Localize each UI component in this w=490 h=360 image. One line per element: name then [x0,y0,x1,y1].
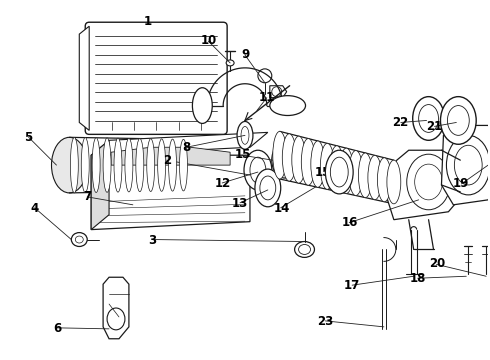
Ellipse shape [391,170,407,196]
Text: 5: 5 [24,131,33,144]
Polygon shape [91,140,109,230]
Ellipse shape [418,105,439,132]
Ellipse shape [294,242,315,257]
Text: 10: 10 [200,34,217,47]
Ellipse shape [349,150,363,195]
Polygon shape [441,125,490,205]
Ellipse shape [311,141,325,187]
Text: 17: 17 [344,279,360,292]
Ellipse shape [181,191,192,199]
Ellipse shape [136,139,144,192]
Ellipse shape [272,142,297,178]
Ellipse shape [72,233,87,247]
Ellipse shape [446,135,490,195]
Ellipse shape [387,160,401,204]
Polygon shape [387,150,460,220]
Text: 16: 16 [342,216,358,229]
Ellipse shape [255,169,281,207]
Text: 15: 15 [234,148,251,162]
Text: 7: 7 [83,190,91,203]
Ellipse shape [330,157,348,187]
Polygon shape [103,277,129,339]
Ellipse shape [330,146,343,192]
Ellipse shape [125,138,133,192]
Ellipse shape [51,137,87,193]
Ellipse shape [241,126,249,144]
Text: 1: 1 [144,14,152,27]
Ellipse shape [139,194,167,216]
Text: 14: 14 [273,202,290,215]
Text: 18: 18 [410,272,426,285]
Polygon shape [91,155,250,230]
Text: 8: 8 [183,141,191,154]
Ellipse shape [158,139,166,191]
Ellipse shape [447,105,469,135]
Text: 21: 21 [426,120,443,133]
Ellipse shape [71,137,78,193]
Ellipse shape [147,139,155,192]
Text: 6: 6 [54,322,62,335]
Ellipse shape [258,69,272,83]
Ellipse shape [386,163,412,203]
Ellipse shape [244,150,272,190]
Text: 3: 3 [148,234,157,247]
Ellipse shape [226,60,234,66]
Text: 4: 4 [31,202,39,215]
Ellipse shape [131,187,174,223]
Ellipse shape [193,88,212,123]
Ellipse shape [325,150,353,194]
Polygon shape [79,26,89,130]
Ellipse shape [81,138,89,193]
Ellipse shape [282,134,296,181]
Text: 2: 2 [163,154,172,167]
Ellipse shape [368,156,382,200]
Ellipse shape [301,139,315,185]
Ellipse shape [237,121,253,149]
Text: 22: 22 [392,116,409,129]
Ellipse shape [250,157,266,183]
Ellipse shape [415,164,442,200]
Ellipse shape [92,138,100,193]
Ellipse shape [454,145,482,185]
Text: 13: 13 [232,197,248,210]
Ellipse shape [413,96,444,140]
Ellipse shape [277,148,293,172]
Ellipse shape [377,158,392,202]
Ellipse shape [169,139,176,191]
Ellipse shape [292,136,306,183]
Ellipse shape [272,87,282,96]
Ellipse shape [75,236,83,243]
Text: 15: 15 [315,166,331,179]
Ellipse shape [260,176,276,200]
Ellipse shape [340,148,353,193]
Ellipse shape [270,96,306,116]
Text: 11: 11 [259,91,275,104]
FancyBboxPatch shape [85,22,227,134]
Text: 19: 19 [453,177,469,190]
Ellipse shape [273,131,287,179]
Ellipse shape [298,244,311,255]
Polygon shape [91,132,268,155]
Ellipse shape [179,139,188,191]
Polygon shape [270,86,287,98]
Text: 9: 9 [241,49,249,62]
Text: 12: 12 [215,177,231,190]
Ellipse shape [441,96,476,144]
Text: 23: 23 [317,315,333,328]
Ellipse shape [114,138,122,192]
Ellipse shape [107,308,125,330]
Ellipse shape [320,143,334,189]
Text: 20: 20 [429,257,445,270]
Ellipse shape [168,139,199,191]
Ellipse shape [103,138,111,192]
Polygon shape [111,147,230,165]
Ellipse shape [407,154,450,210]
Ellipse shape [358,153,372,198]
